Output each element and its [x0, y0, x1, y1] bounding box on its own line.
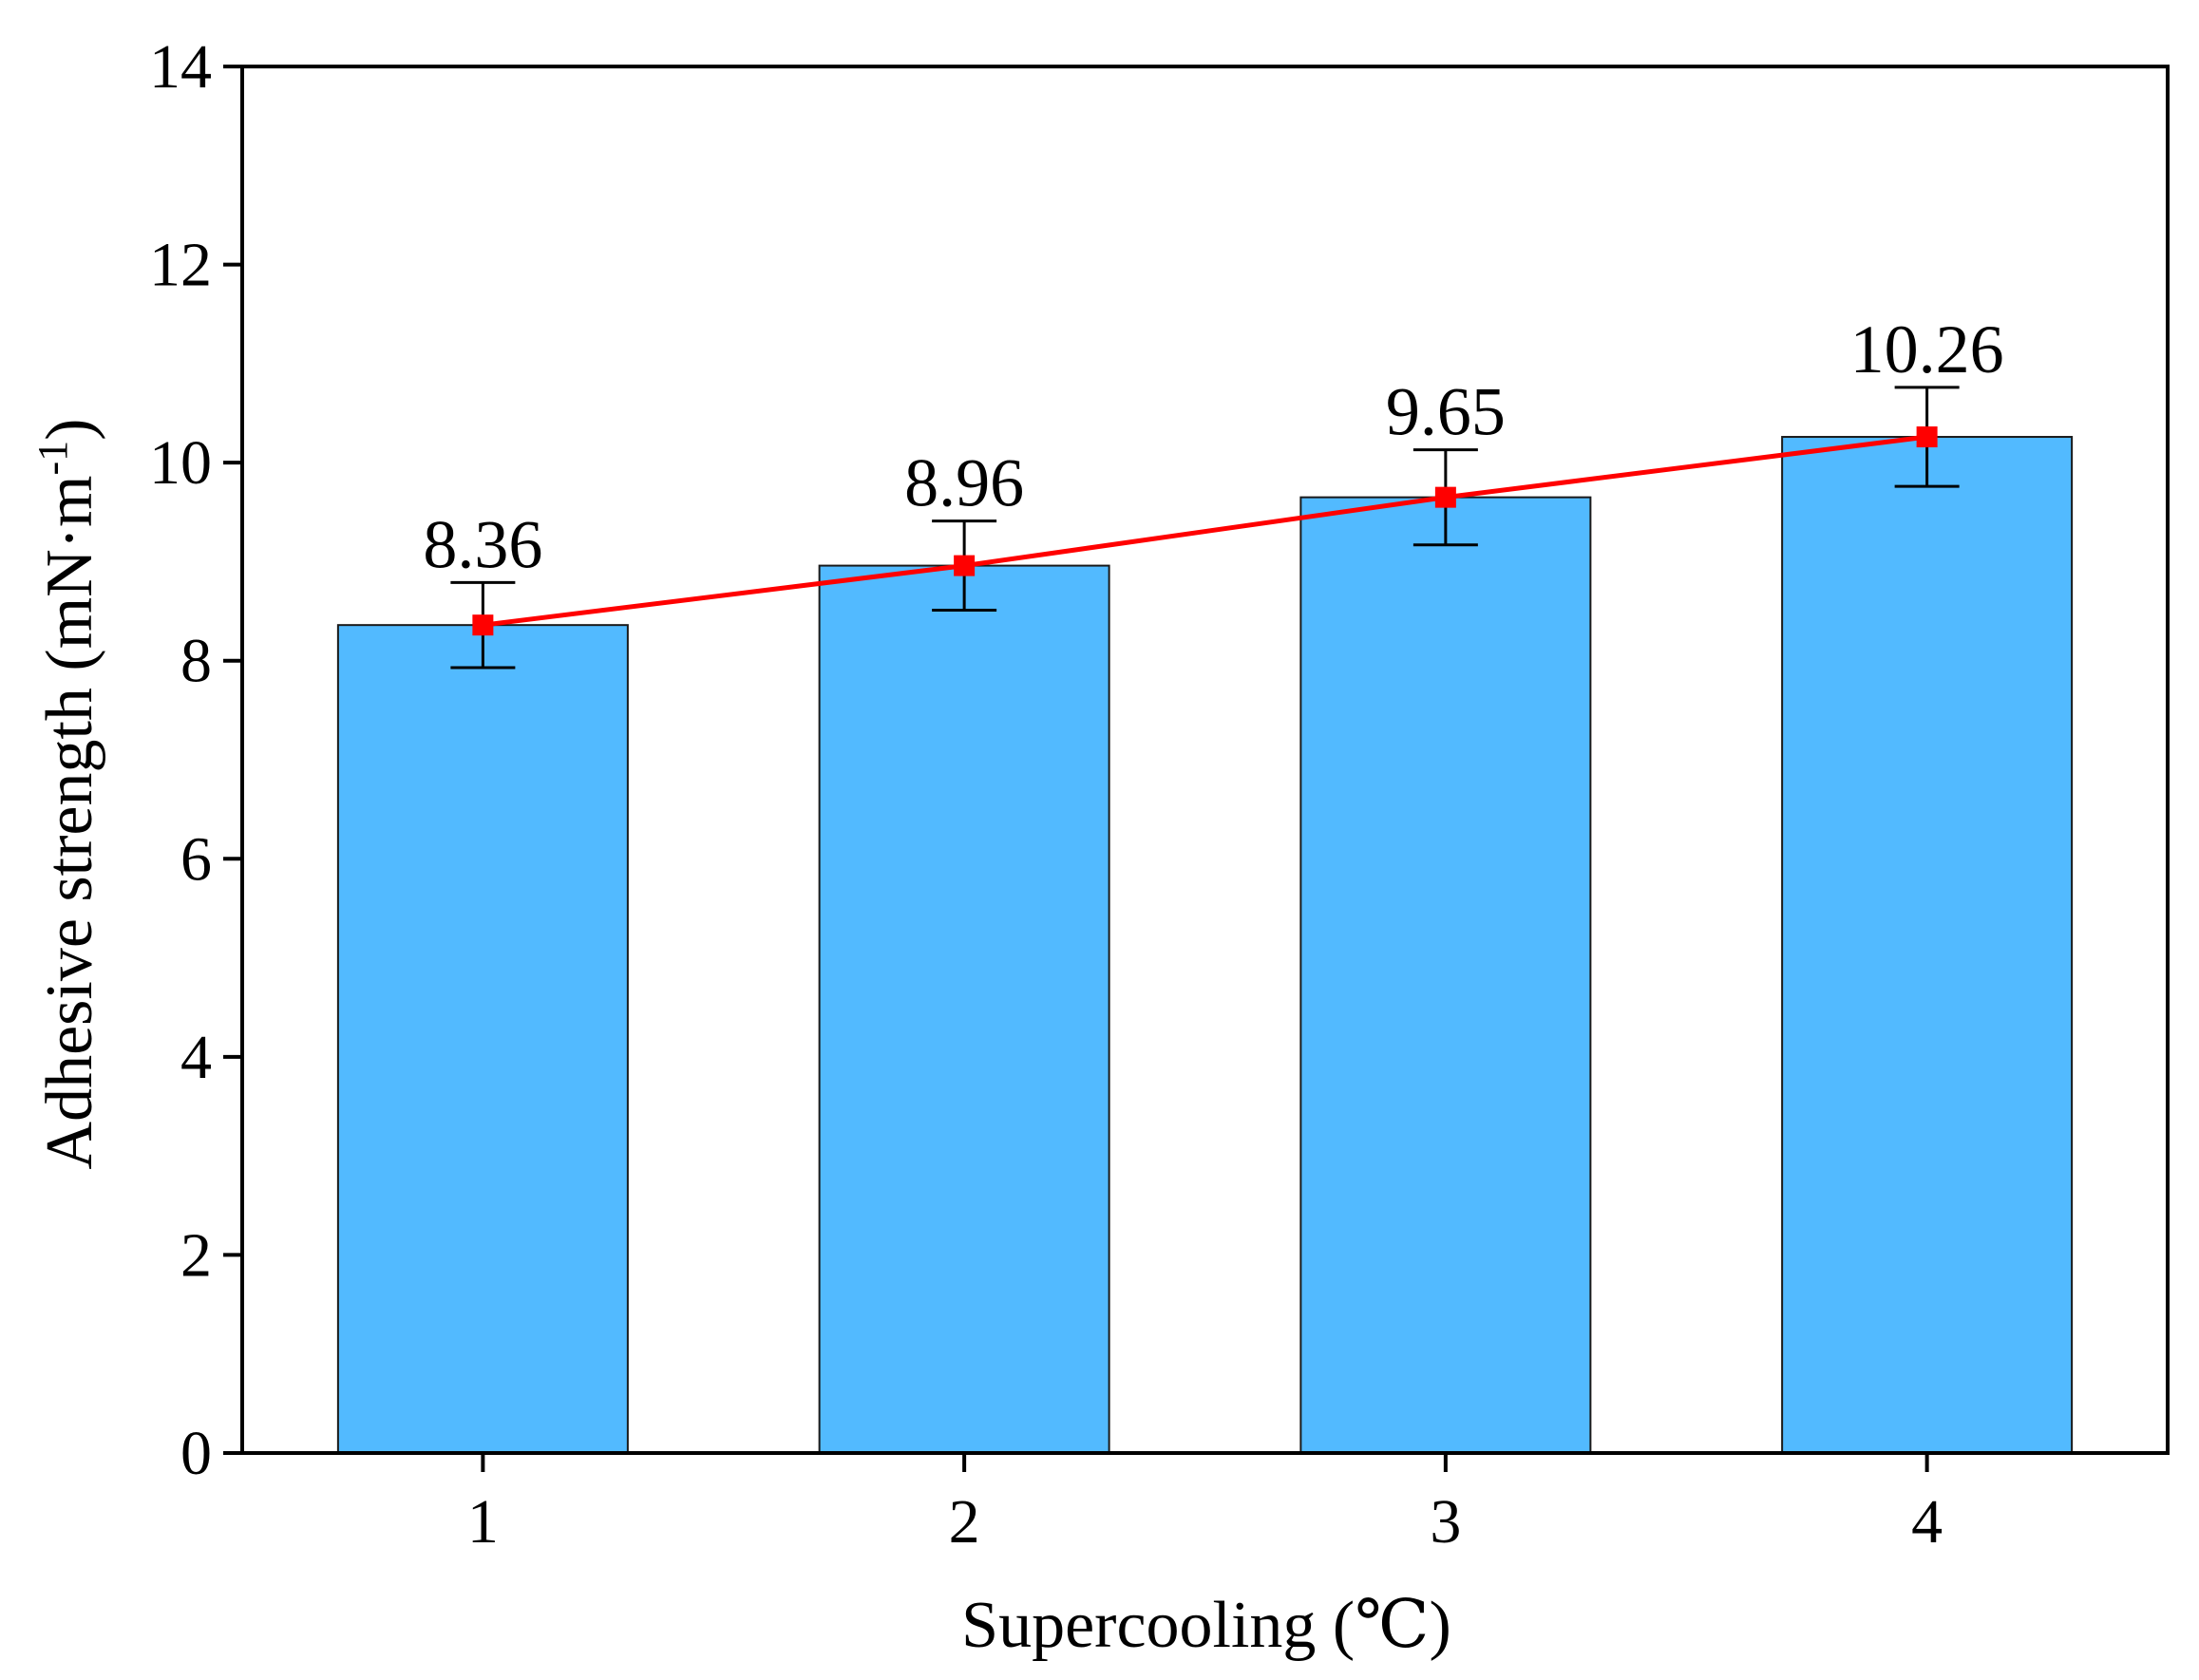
y-tick-label-12: 12	[149, 231, 212, 300]
bar-1	[336, 624, 629, 1454]
data-label-2: 8.96	[904, 445, 1024, 521]
x-tick-label-2: 2	[949, 1487, 980, 1557]
y-tick-label-10: 10	[149, 428, 212, 498]
y-tick-label-2: 2	[180, 1220, 212, 1290]
x-tick-label-4: 4	[1911, 1487, 1943, 1557]
trend-point-2	[954, 555, 976, 576]
y-tick-label-0: 0	[180, 1419, 212, 1488]
y-axis-title-close: )	[33, 419, 106, 441]
data-label-3: 9.65	[1386, 374, 1506, 450]
bar-2	[818, 564, 1110, 1454]
trend-point-1	[472, 614, 494, 636]
data-label-1: 8.36	[423, 506, 542, 582]
trend-point-4	[1916, 426, 1938, 448]
trend-line-layer	[472, 426, 1938, 636]
bar-4	[1781, 436, 2074, 1454]
x-tick-label-1: 1	[467, 1487, 499, 1557]
y-tick-label-8: 8	[180, 627, 212, 696]
y-tick-label-6: 6	[180, 824, 212, 894]
data-label-4: 10.26	[1850, 311, 2004, 387]
data-labels-layer: 8.36 8.96 9.65 10.26	[423, 311, 2003, 582]
bars-layer	[336, 436, 2074, 1454]
error-bars-layer	[450, 386, 1960, 670]
y-tick-label-14: 14	[149, 32, 212, 102]
trend-point-3	[1434, 486, 1456, 508]
bar-3	[1299, 496, 1592, 1454]
y-axis-title-main: Adhesive strength (mN·m	[33, 476, 106, 1170]
y-tick-label-4: 4	[180, 1023, 212, 1092]
y-axis-title: Adhesive strength (mN·m-1)	[29, 419, 106, 1170]
y-axis-title-superscript: -1	[29, 441, 76, 476]
x-axis-title: Supercooling (℃)	[961, 1589, 1451, 1662]
plot-frame	[240, 65, 2170, 1455]
trend-line	[483, 434, 1927, 628]
x-tick-label-3: 3	[1430, 1487, 1461, 1557]
